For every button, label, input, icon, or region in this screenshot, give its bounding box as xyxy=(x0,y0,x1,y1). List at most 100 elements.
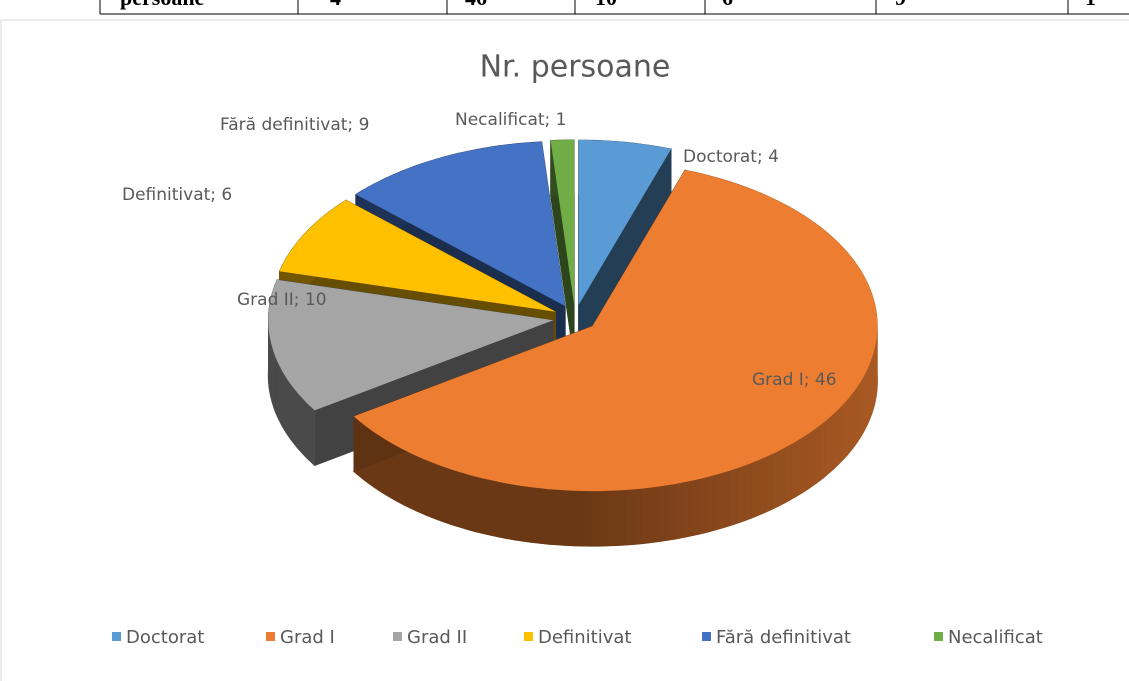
slice-side xyxy=(279,366,283,427)
slice-side xyxy=(658,484,668,542)
slice-side xyxy=(744,462,753,521)
slice-side xyxy=(675,482,684,540)
slice-side xyxy=(290,383,295,445)
slice-side xyxy=(803,432,810,493)
slice-side xyxy=(699,476,708,535)
slice-side xyxy=(305,401,311,463)
slice-side xyxy=(294,388,299,450)
slice-side xyxy=(691,478,700,537)
slice-side xyxy=(430,461,439,521)
slice-side xyxy=(531,487,541,544)
legend-marker xyxy=(112,632,121,641)
legend-label: Doctorat xyxy=(126,627,204,648)
legend-marker xyxy=(702,632,711,641)
slice-side xyxy=(459,471,468,530)
legend-marker xyxy=(393,632,402,641)
cell: 1 xyxy=(1085,0,1096,10)
slice-side xyxy=(785,443,793,503)
slice-side xyxy=(853,385,858,448)
data-label: Necalificat; 1 xyxy=(455,110,566,130)
cell: 9 xyxy=(895,0,906,10)
slice-side xyxy=(416,455,425,515)
slice-side xyxy=(287,379,292,441)
cell: persoane xyxy=(120,0,205,10)
slice-side xyxy=(846,395,851,457)
slice-side xyxy=(467,474,476,532)
slice-side xyxy=(301,397,307,458)
slice-side xyxy=(616,489,626,546)
slice-side xyxy=(857,381,861,443)
slice-top xyxy=(578,140,672,305)
chart-frame xyxy=(0,19,1129,681)
legend-marker xyxy=(266,632,275,641)
slice-side xyxy=(515,484,525,542)
cell: 46 xyxy=(465,0,487,10)
slice-side xyxy=(548,488,558,546)
slice-side xyxy=(758,456,767,516)
slice-side xyxy=(850,390,855,452)
slice xyxy=(550,139,575,360)
slice-side xyxy=(707,474,716,533)
slice-side xyxy=(309,405,316,467)
slice-side xyxy=(582,490,592,547)
data-label: Grad I; 46 xyxy=(752,370,837,390)
slice-side xyxy=(683,480,692,538)
slice-side xyxy=(281,369,286,432)
slice-side xyxy=(590,490,601,547)
slice-side xyxy=(624,489,635,546)
slice-side xyxy=(737,465,746,524)
legend-label: Definitivat xyxy=(538,627,631,648)
slice-side xyxy=(498,481,508,539)
data-label: Fără definitivat; 9 xyxy=(220,115,369,135)
legend-label: Fără definitivat xyxy=(716,627,851,648)
slice-side xyxy=(539,487,550,545)
slice-top xyxy=(550,139,575,305)
slice-side xyxy=(860,376,864,439)
slice-side xyxy=(714,472,724,531)
slice-side xyxy=(297,392,303,454)
slice-side xyxy=(641,487,651,544)
slice-side xyxy=(772,450,780,510)
data-label: Grad II; 10 xyxy=(237,290,327,310)
slice-side xyxy=(573,490,584,547)
slice-side xyxy=(862,372,867,433)
slice-side xyxy=(765,453,773,513)
legend-label: Grad II xyxy=(407,627,467,648)
slice-side xyxy=(722,470,731,529)
slice-top xyxy=(355,141,566,307)
table: persoane 4 46 10 6 9 1 xyxy=(99,0,1129,15)
slice-side xyxy=(565,490,575,547)
slice-side xyxy=(599,490,609,547)
slice-side xyxy=(791,439,799,500)
slice-side xyxy=(865,367,869,428)
legend-marker xyxy=(524,632,533,641)
slice-side xyxy=(729,467,739,526)
slice-side xyxy=(778,446,786,507)
slice-side xyxy=(829,412,835,474)
legend-marker xyxy=(934,632,943,641)
slice-side xyxy=(814,424,821,485)
slice-side xyxy=(751,459,760,519)
slice-side xyxy=(556,489,567,546)
slice-side xyxy=(403,449,411,509)
slice xyxy=(352,168,878,547)
slice-side xyxy=(284,374,289,437)
slice-side xyxy=(277,361,281,422)
slice-side xyxy=(397,446,405,506)
slice-side xyxy=(490,479,500,538)
cell: 10 xyxy=(595,0,617,10)
slice-side xyxy=(452,469,461,528)
slice-side xyxy=(437,464,446,523)
slice-side xyxy=(482,478,492,536)
slice-side xyxy=(819,420,826,482)
slice-side xyxy=(633,488,643,545)
slice-side xyxy=(808,428,815,489)
slice-side xyxy=(474,476,484,534)
cell: 4 xyxy=(330,0,341,10)
slice-side xyxy=(797,436,804,497)
chart-title: Nr. persoane xyxy=(480,50,671,85)
data-label: Definitivat; 6 xyxy=(122,185,232,205)
slice-side xyxy=(833,408,840,470)
slice-side xyxy=(423,458,432,518)
